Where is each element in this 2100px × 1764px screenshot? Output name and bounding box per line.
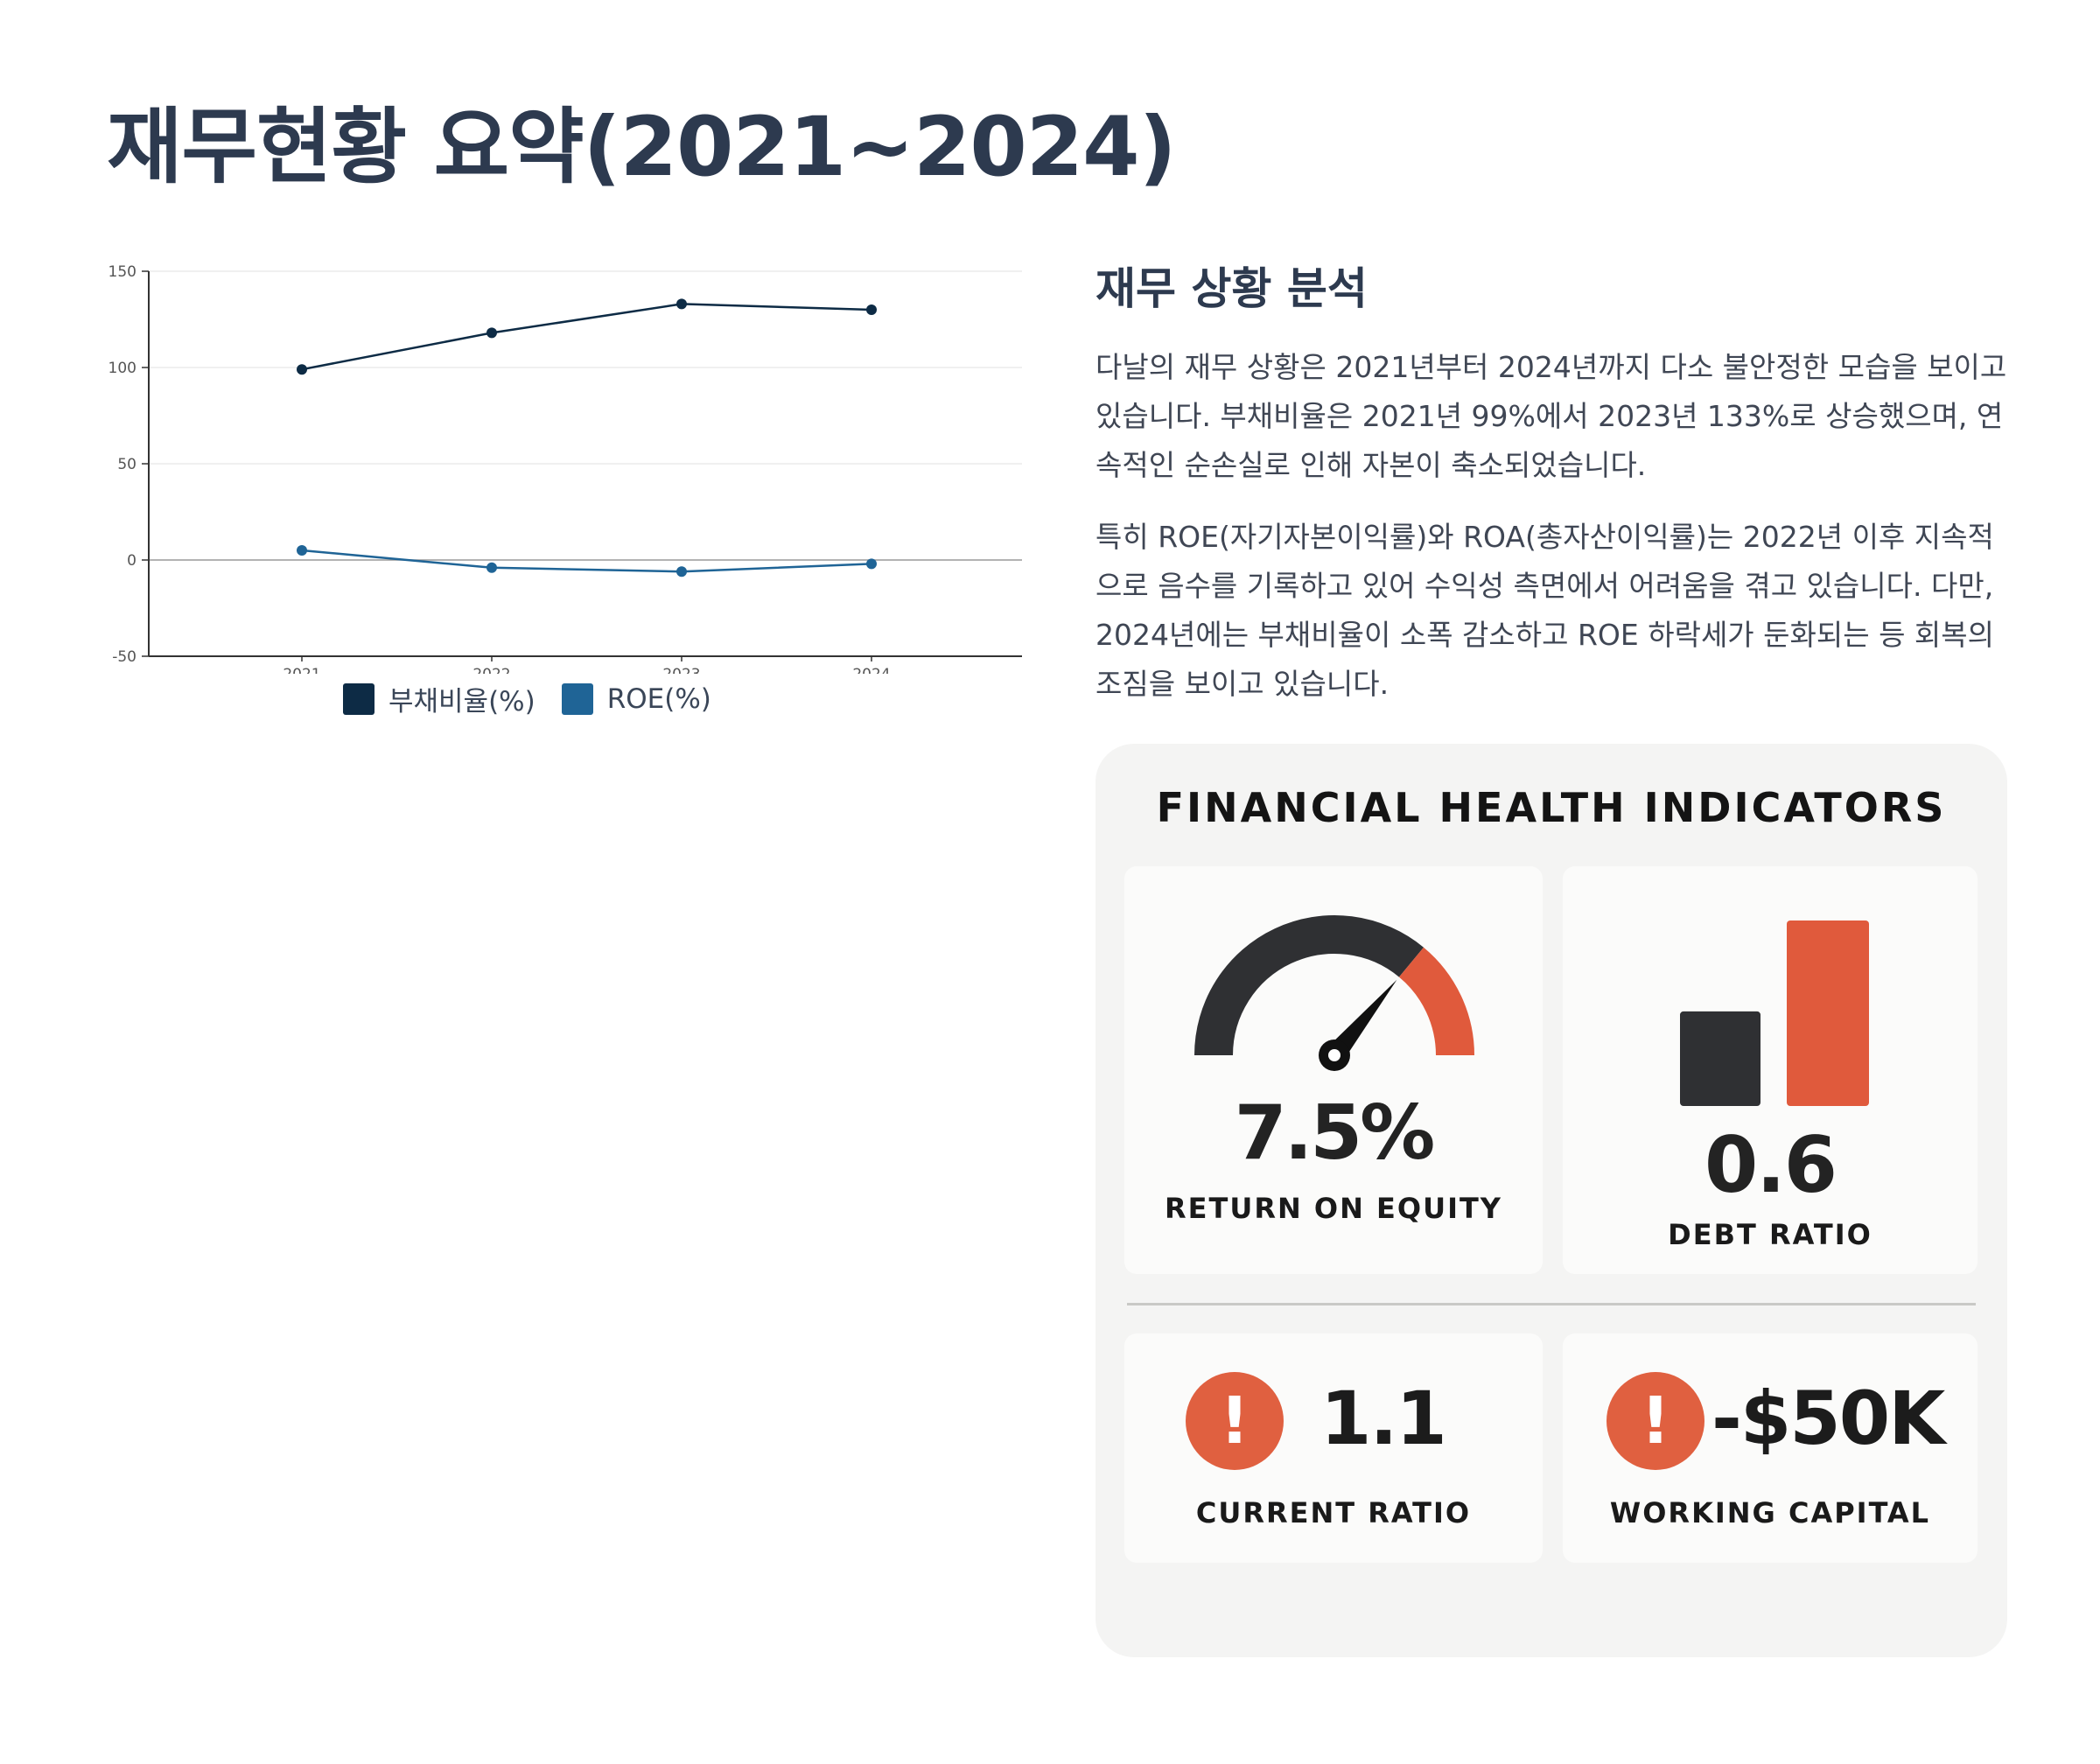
- working-capital-card: ! -$50K WORKING CAPITAL: [1563, 1334, 1978, 1563]
- page-title: 재무현황 요약(2021~2024): [107, 100, 1177, 195]
- bar-chart-icon: [1680, 920, 1869, 1106]
- working-capital-value: -$50K: [1712, 1376, 1945, 1461]
- gauge-icon: [1194, 915, 1474, 1071]
- y-tick-label: 150: [108, 263, 136, 281]
- working-capital-label: WORKING CAPITAL: [1609, 1496, 1931, 1530]
- data-point: [297, 545, 307, 556]
- roe-card: 7.5% RETURN ON EQUITY: [1124, 866, 1543, 1274]
- y-tick-label: 0: [127, 552, 136, 570]
- gauge-needle: [1326, 979, 1397, 1062]
- financial-health-panel: FINANCIAL HEALTH INDICATORS 7.5% RETURN …: [1096, 744, 2007, 1657]
- roe-value: 7.5%: [1234, 1089, 1436, 1177]
- gauge-hub-center: [1328, 1049, 1340, 1061]
- alert-icon: !: [1186, 1372, 1284, 1470]
- series-line-1: [301, 549, 872, 573]
- debt-ratio-label: DEBT RATIO: [1668, 1218, 1872, 1251]
- y-tick-label: -50: [112, 648, 136, 666]
- current-ratio-card: ! 1.1 CURRENT RATIO: [1124, 1334, 1543, 1563]
- debt-ratio-value: 0.6: [1704, 1120, 1838, 1210]
- roe-label: RETURN ON EQUITY: [1165, 1192, 1502, 1225]
- current-ratio-label: CURRENT RATIO: [1195, 1496, 1472, 1530]
- data-point: [866, 304, 877, 315]
- series-line-0: [301, 303, 872, 371]
- x-tick-label: 2021: [283, 666, 320, 674]
- data-point: [866, 558, 877, 570]
- analysis-section: 재무 상황 분석 다날의 재무 상황은 2021년부터 2024년까지 다소 불…: [1096, 254, 2014, 732]
- x-tick-label: 2023: [662, 666, 700, 674]
- y-tick-label: 100: [108, 360, 136, 377]
- analysis-paragraph-1: 다날의 재무 상황은 2021년부터 2024년까지 다소 불안정한 모습을 보…: [1096, 350, 2007, 482]
- legend-label-roe: ROE(%): [606, 682, 711, 715]
- data-point: [676, 566, 687, 578]
- legend-item-debt-ratio[interactable]: 부채비율(%): [343, 679, 536, 718]
- legend-swatch-debt-ratio: [343, 682, 374, 715]
- divider: [1127, 1303, 1976, 1306]
- debt-bar-red: [1787, 920, 1869, 1106]
- data-point: [486, 327, 497, 339]
- alert-icon: !: [1606, 1372, 1704, 1470]
- line-chart: 150 100 50 0 -50 2021 2022 2023 2024: [108, 263, 1022, 674]
- analysis-paragraph-2: 특히 ROE(자기자본이익률)와 ROA(총자산이익률)는 2022년 이후 지…: [1096, 520, 1995, 701]
- legend-item-roe[interactable]: ROE(%): [561, 682, 711, 715]
- legend-label-debt-ratio: 부채비율(%): [388, 686, 536, 718]
- gauge-red-segment: [1398, 947, 1474, 1056]
- debt-bar-dark: [1680, 1011, 1760, 1106]
- data-point: [676, 298, 687, 310]
- analysis-heading: 재무 상황 분석: [1096, 263, 1368, 314]
- panel-title: FINANCIAL HEALTH INDICATORS: [1156, 784, 1947, 831]
- data-point: [297, 364, 307, 375]
- x-tick-label: 2022: [472, 666, 510, 674]
- debt-ratio-card: 0.6 DEBT RATIO: [1563, 866, 1978, 1274]
- y-tick-label: 50: [117, 456, 136, 473]
- legend-swatch-roe: [561, 682, 593, 715]
- current-ratio-value: 1.1: [1320, 1376, 1447, 1461]
- gauge-track: [1194, 915, 1424, 1056]
- chart-legend: 부채비율(%) ROE(%): [343, 679, 711, 718]
- x-tick-label: 2024: [852, 666, 890, 674]
- data-point: [486, 562, 497, 573]
